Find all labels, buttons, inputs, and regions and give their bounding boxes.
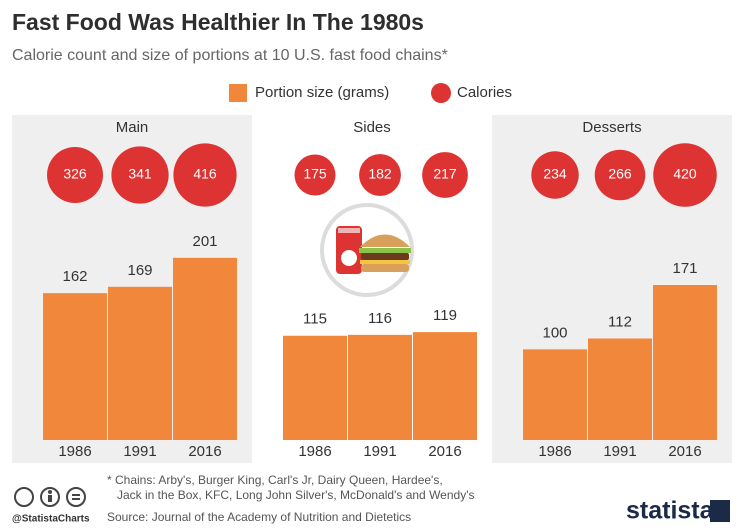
legend-label: Calories [457, 84, 512, 101]
bar-label: 171 [672, 260, 697, 277]
calorie-label: 234 [543, 166, 567, 182]
x-tick-label: 2016 [188, 443, 221, 460]
calorie-bubble [653, 143, 717, 207]
calorie-label: 182 [368, 166, 392, 182]
x-tick-label: 1991 [603, 443, 636, 460]
brand-logo: statista [626, 497, 715, 525]
bar-label: 169 [127, 262, 152, 279]
x-tick-label: 1991 [123, 443, 156, 460]
calorie-bubble [359, 154, 401, 196]
calorie-label: 217 [433, 166, 457, 182]
brand-icon [710, 500, 730, 522]
bar-label: 112 [608, 313, 632, 330]
calorie-bubble [173, 143, 237, 207]
bar [348, 334, 412, 440]
panel-title: Main [116, 119, 149, 136]
bar [283, 335, 347, 440]
legend-swatch [431, 83, 451, 103]
bar-label: 115 [303, 311, 327, 328]
calorie-bubble [111, 146, 169, 204]
x-tick-label: 2016 [428, 443, 461, 460]
legend: Portion size (grams) Calories [229, 83, 512, 103]
x-tick-label: 1986 [298, 443, 331, 460]
bar-label: 201 [192, 233, 217, 250]
license-icons [14, 487, 86, 507]
chart-subtitle: Calorie count and size of portions at 10… [12, 47, 448, 64]
calorie-label: 326 [63, 166, 87, 182]
calorie-label: 341 [128, 166, 152, 182]
panel-title: Desserts [582, 119, 641, 136]
bar [173, 257, 237, 440]
x-tick-label: 1991 [363, 443, 396, 460]
legend-label: Portion size (grams) [255, 84, 389, 101]
bar [588, 338, 652, 440]
calorie-bubble [422, 152, 468, 198]
bar [653, 285, 717, 440]
footnote: * Chains: Arby's, Burger King, Carl's Jr… [107, 473, 443, 487]
bar-label: 162 [62, 268, 87, 285]
bar [43, 293, 107, 440]
calorie-bubble [294, 154, 336, 196]
bar-label: 119 [433, 307, 457, 324]
x-tick-label: 1986 [58, 443, 91, 460]
panel-title: Sides [353, 119, 391, 136]
calorie-label: 175 [303, 166, 327, 182]
legend-swatch [229, 84, 247, 102]
calorie-bubble [531, 151, 579, 199]
bar [108, 286, 172, 440]
calorie-bubble [47, 147, 103, 203]
calorie-bubble [594, 149, 646, 201]
x-tick-label: 2016 [668, 443, 701, 460]
calorie-label: 416 [193, 166, 217, 182]
bar-label: 100 [542, 324, 567, 341]
food-icon [320, 203, 414, 297]
bar [413, 332, 477, 440]
source: Source: Journal of the Academy of Nutrit… [107, 510, 411, 524]
chart-title: Fast Food Was Healthier In The 1980s [12, 9, 424, 35]
x-tick-label: 1986 [538, 443, 571, 460]
bar [523, 349, 587, 440]
calorie-label: 266 [608, 166, 632, 182]
footnote: Jack in the Box, KFC, Long John Silver's… [117, 488, 475, 502]
panels: Main 162 326 1986 169 341 1991 201 416 2016 Sides 1… [12, 115, 732, 463]
handle: @StatistaCharts [12, 514, 90, 525]
calorie-label: 420 [673, 166, 697, 182]
bar-label: 116 [368, 310, 392, 327]
